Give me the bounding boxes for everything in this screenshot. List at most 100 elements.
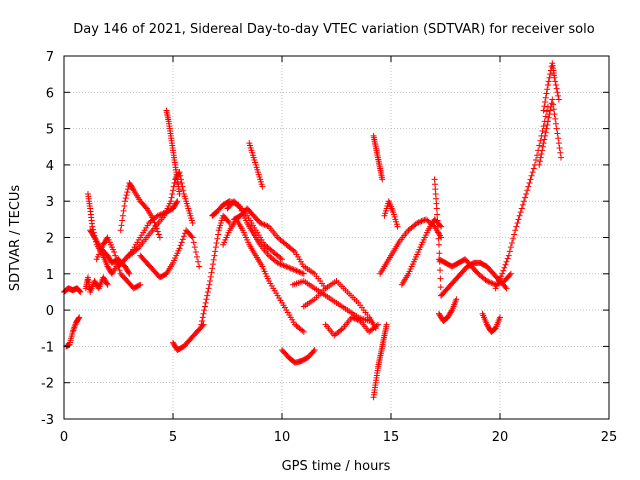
- data-point: [438, 234, 445, 241]
- data-point: [188, 233, 195, 240]
- data-point: [417, 218, 424, 225]
- data-point: [540, 107, 547, 114]
- data-point: [551, 74, 558, 81]
- x-tick-label: 10: [274, 430, 291, 445]
- y-tick-label: 0: [46, 304, 54, 319]
- data-point: [176, 190, 183, 197]
- data-point: [530, 165, 537, 172]
- data-point: [526, 180, 533, 187]
- series-arc-ad: [438, 259, 510, 299]
- data-point: [497, 314, 503, 321]
- data-point: [512, 227, 519, 234]
- data-point: [117, 227, 124, 234]
- data-point: [300, 328, 307, 335]
- data-point: [124, 189, 131, 196]
- data-point: [538, 151, 545, 158]
- data-point: [524, 187, 531, 194]
- data-point: [491, 326, 498, 333]
- data-point: [506, 248, 513, 255]
- data-point: [212, 244, 219, 251]
- data-point: [279, 261, 285, 268]
- data-point: [547, 71, 554, 78]
- data-point: [555, 92, 562, 99]
- data-point: [281, 262, 288, 269]
- y-tick-label: -3: [41, 413, 54, 428]
- data-point: [142, 204, 149, 211]
- data-point: [434, 217, 441, 224]
- data-point: [548, 63, 555, 70]
- data-point: [259, 183, 266, 190]
- series-arc-v: [322, 314, 381, 339]
- data-point: [277, 255, 284, 262]
- data-point: [212, 248, 219, 255]
- data-point: [178, 239, 185, 246]
- series-arc-ae: [435, 296, 460, 324]
- data-point: [311, 347, 318, 354]
- data-point: [551, 111, 558, 118]
- series-arc-ag: [492, 103, 551, 292]
- data-point: [506, 272, 513, 279]
- data-point: [437, 267, 444, 274]
- data-point: [540, 140, 547, 147]
- series-arc-y: [381, 198, 401, 230]
- data-point: [200, 310, 207, 317]
- data-point: [502, 261, 509, 268]
- data-point: [310, 348, 317, 355]
- series-arc-r: [246, 140, 266, 190]
- data-point: [174, 198, 181, 205]
- data-point: [204, 288, 211, 295]
- data-point: [280, 262, 287, 269]
- data-point: [189, 234, 196, 241]
- data-point: [207, 278, 214, 285]
- data-point: [276, 260, 283, 267]
- series-arc-m: [198, 212, 233, 328]
- data-point: [76, 314, 83, 321]
- data-point: [435, 235, 442, 242]
- data-point: [557, 149, 564, 156]
- data-point: [177, 242, 184, 249]
- data-point: [201, 303, 208, 310]
- data-point: [354, 316, 361, 323]
- data-point: [544, 118, 551, 125]
- y-tick-label: 7: [46, 50, 54, 65]
- data-point: [434, 211, 441, 218]
- series-arc-af: [479, 310, 503, 335]
- y-tick-label: 3: [46, 195, 54, 210]
- data-point: [528, 172, 535, 179]
- data-point: [537, 137, 544, 144]
- data-point: [525, 183, 532, 190]
- data-point: [513, 223, 520, 230]
- data-point: [394, 223, 401, 230]
- y-tick-label: 4: [46, 159, 54, 174]
- data-point: [133, 246, 140, 253]
- data-point: [118, 222, 125, 229]
- data-point: [350, 314, 357, 321]
- data-point: [213, 239, 220, 246]
- data-point: [178, 180, 185, 187]
- data-point: [176, 245, 183, 252]
- data-point: [112, 252, 119, 259]
- data-point: [236, 204, 243, 211]
- data-point: [503, 285, 510, 292]
- data-point: [208, 269, 215, 276]
- data-point: [177, 172, 184, 179]
- data-point: [90, 233, 97, 240]
- data-point: [555, 96, 562, 103]
- data-point: [283, 263, 290, 270]
- data-point: [260, 221, 267, 228]
- data-point: [124, 186, 131, 193]
- x-tick-label: 20: [492, 430, 509, 445]
- data-point: [157, 211, 164, 218]
- data-point: [554, 89, 561, 96]
- data-point: [503, 258, 510, 265]
- data-point: [488, 279, 495, 286]
- y-tick-label: 5: [46, 123, 54, 138]
- data-point: [383, 321, 390, 328]
- data-point: [155, 231, 162, 238]
- data-point: [434, 223, 441, 230]
- data-point: [284, 264, 291, 271]
- data-point: [379, 176, 386, 183]
- data-point: [204, 292, 211, 299]
- series-arc-x: [370, 321, 390, 401]
- data-point: [225, 218, 232, 225]
